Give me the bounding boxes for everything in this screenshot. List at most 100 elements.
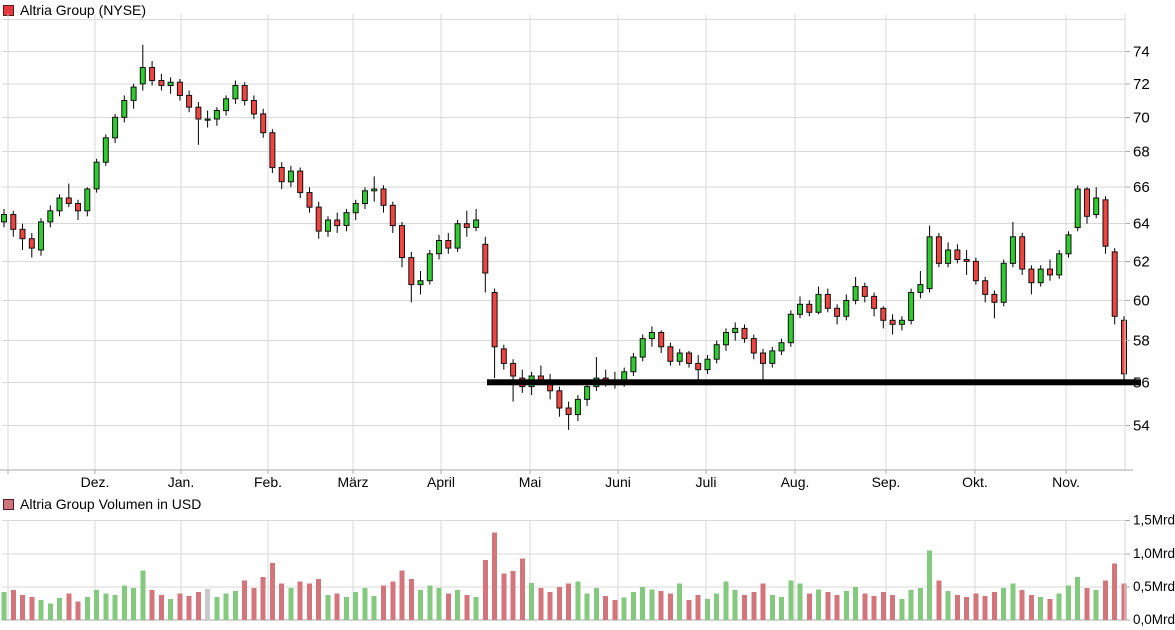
candle-body [1084, 188, 1090, 217]
volume-bar [408, 579, 414, 620]
candle-body [769, 350, 776, 364]
candle-body [491, 292, 498, 348]
volume-bar [1019, 590, 1025, 620]
candle-body [658, 332, 665, 348]
volume-bar [566, 583, 572, 620]
volume-bar [603, 596, 609, 620]
volume-bar [131, 588, 137, 620]
volume-bar [612, 600, 618, 620]
candle-body [908, 292, 915, 321]
volume-bar [649, 589, 655, 620]
volume-bar [547, 592, 553, 620]
month-axis-label: Juni [605, 474, 631, 490]
gridlines [2, 14, 1125, 621]
volume-bar [788, 580, 794, 620]
candle-body [130, 86, 137, 101]
volume-bar [66, 593, 72, 620]
volume-bar [1066, 585, 1071, 620]
candle-body [787, 313, 794, 344]
candle-body [389, 204, 396, 227]
volume-bar [168, 598, 174, 620]
volume-bar [371, 596, 377, 620]
volume-bar [742, 594, 747, 620]
month-axis-label: Juli [695, 474, 716, 490]
candle-body [778, 342, 785, 352]
candle-body [963, 259, 970, 262]
volume-bar [121, 585, 127, 620]
volume-bar [177, 593, 183, 620]
price-axis-tick-label: 68 [1133, 144, 1150, 161]
candle-body [158, 80, 165, 86]
candle-body [1000, 262, 1007, 303]
volume-legend-square-icon [3, 498, 14, 510]
volume-bar [464, 594, 470, 620]
candle-body [28, 238, 35, 249]
volume-chart-title-label: Altria Group Volumen in USD [20, 496, 202, 512]
volume-bar [816, 589, 821, 620]
volume-bar [973, 593, 979, 620]
volume-bar [205, 588, 211, 620]
candle-body [195, 106, 202, 120]
volume-bar [843, 590, 849, 620]
candle-body [334, 219, 341, 227]
candle-body [1019, 236, 1026, 270]
volume-bar [538, 588, 544, 620]
volume-bar [890, 594, 896, 620]
volume-bar [825, 592, 831, 620]
volume-bar [158, 594, 164, 620]
price-axis-tick-label: 66 [1133, 179, 1150, 196]
candle-body [871, 295, 878, 309]
month-axis-label: Jan. [168, 474, 194, 490]
support-line-56 [487, 379, 1141, 386]
axis-labels: 74 72 70 68 66 64 62 60 58 56 54 1,5Mrd 1,0Mrd 0,5Mrd… [81, 43, 1175, 627]
volume-bar [853, 586, 859, 620]
volume-bar [140, 570, 146, 620]
candle-body [315, 206, 322, 232]
volume-axis-tick-label: 1,5Mrd [1133, 513, 1175, 528]
candle-body [982, 280, 989, 295]
volume-bar [1028, 594, 1034, 620]
volume-bar [593, 588, 599, 620]
candle-body [880, 307, 887, 321]
price-axis-tick-label: 70 [1133, 109, 1150, 126]
candle-body [1093, 197, 1100, 215]
candle-body [482, 243, 489, 274]
volume-bar [677, 583, 683, 620]
volume-bar [482, 559, 488, 620]
month-axis-label: Mai [519, 474, 542, 490]
volume-bar [621, 597, 627, 620]
candle-body [889, 319, 896, 325]
volume-bar [751, 592, 757, 620]
candle-body [473, 219, 480, 228]
price-axis-tick-label: 74 [1133, 43, 1150, 60]
price-axis-tick-label: 54 [1133, 418, 1150, 435]
volume-bar [556, 586, 562, 620]
volume-bar [390, 581, 396, 620]
volume-bar [871, 596, 877, 620]
volume-bar [75, 601, 81, 620]
volume-bar [667, 593, 673, 620]
volume-bar [455, 590, 461, 620]
candle-body [834, 307, 841, 317]
volume-axis-tick-label: 0,5Mrd [1133, 579, 1175, 594]
candle-body [954, 249, 961, 260]
candle-body [380, 188, 387, 206]
volume-bar [1121, 583, 1127, 620]
volume-bar [991, 592, 997, 620]
candle-body [232, 85, 239, 100]
volume-bar [149, 590, 155, 620]
candle-body [1028, 268, 1035, 284]
volume-bar [714, 593, 720, 620]
volume-bar [982, 596, 988, 620]
candle-body [991, 293, 998, 303]
candle-body [399, 225, 405, 259]
price-axis-tick-label: 72 [1133, 76, 1150, 93]
candle-body [371, 188, 378, 192]
candle-body [149, 67, 156, 82]
volume-bar [325, 594, 331, 620]
volume-bar [954, 594, 960, 620]
volume-bar [251, 588, 257, 620]
candle-body [1074, 188, 1081, 228]
candle-body [574, 398, 581, 416]
candle-body [112, 116, 119, 139]
